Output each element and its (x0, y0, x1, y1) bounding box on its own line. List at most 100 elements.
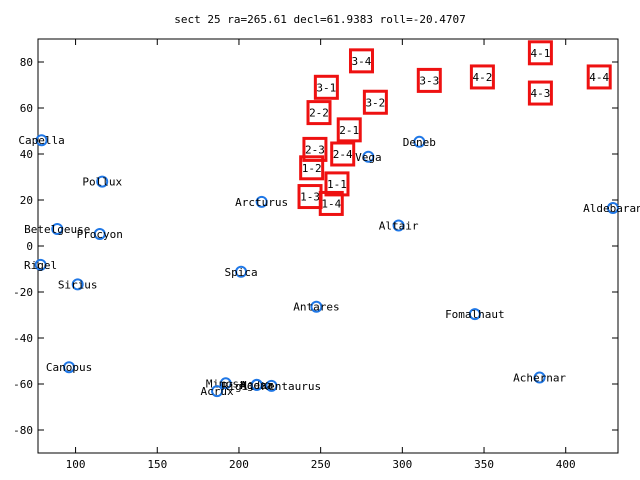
sector-box: 3-1 (313, 74, 339, 100)
x-tick-label: 250 (311, 458, 331, 471)
star-label: Altair (379, 220, 419, 233)
sector-box-frame (302, 136, 328, 162)
star-marker (606, 202, 619, 215)
chart-title: sect 25 ra=265.61 decl=61.9383 roll=-20.… (174, 13, 465, 26)
star-label: Hadar (240, 379, 273, 392)
star-point: Pollux (82, 175, 122, 189)
sector-box: 1-3 (297, 184, 323, 210)
sector-box-frame (527, 80, 553, 106)
sector-box-label: 3-1 (316, 81, 336, 94)
star-label: Rigel (24, 259, 57, 272)
sector-box-label: 4-3 (530, 87, 550, 100)
sector-box-label: 1-3 (300, 191, 320, 204)
star-marker (392, 219, 405, 232)
sector-box: 4-1 (527, 40, 553, 66)
sector-box-label: 2-1 (339, 124, 359, 137)
sector-box-frame (336, 117, 362, 143)
star-marker (211, 385, 224, 398)
sector-box-frame (299, 155, 325, 181)
star-label: Aldebaran (583, 202, 640, 215)
star-point: Achernar (513, 371, 566, 385)
star-marker (310, 300, 323, 313)
star-label: Capella (18, 134, 64, 147)
sector-box-label: 2-2 (309, 107, 329, 120)
y-axis: -80 -60 -40 -20 0 20 40 60 80 (13, 56, 618, 437)
sector-box-frame (306, 100, 332, 126)
sector-box: 3-2 (362, 89, 388, 115)
star-point: Deneb (403, 135, 436, 149)
sector-box-label: 2-3 (305, 143, 325, 156)
sector-box: 2-3 (302, 136, 328, 162)
star-marker (35, 134, 48, 147)
x-axis: 100 150 200 250 300 350 400 (66, 39, 576, 471)
star-marker (533, 371, 546, 384)
star-point: Fomalhaut (445, 308, 505, 321)
star-point: Agena (240, 378, 273, 392)
sector-box-label: 2-4 (333, 148, 353, 161)
star-point: Canopus (46, 361, 92, 374)
star-point: Rigil Kentaurus (222, 379, 321, 393)
sector-box-frame (469, 64, 495, 90)
y-tick-label: -60 (13, 378, 33, 391)
star-point: Altair (379, 219, 419, 233)
star-marker (51, 222, 64, 235)
star-marker (96, 175, 109, 188)
y-tick-label: 40 (20, 148, 33, 161)
x-tick-label: 350 (474, 458, 494, 471)
star-point: Antares (293, 300, 340, 314)
star-label: Spica (225, 266, 258, 279)
star-marker (235, 265, 248, 278)
sector-box: 2-1 (336, 117, 362, 143)
x-tick-label: 100 (66, 458, 86, 471)
sector-box: 1-1 (324, 171, 350, 197)
star-point: Rigel (24, 258, 57, 272)
x-tick-label: 200 (229, 458, 249, 471)
star-point: Aldebaran (583, 202, 640, 215)
star-label: Canopus (46, 361, 92, 374)
sector-box-label: 4-2 (472, 71, 492, 84)
sector-box-frame (318, 190, 344, 216)
sector-box-frame (330, 141, 356, 167)
y-tick-label: 60 (20, 102, 33, 115)
sector-box-label: 4-4 (589, 71, 609, 84)
y-tick-label: 0 (26, 240, 33, 253)
y-tick-label: 20 (20, 194, 33, 207)
star-marker (468, 308, 481, 321)
sector-box: 4-2 (469, 64, 495, 90)
star-label: Sirius (58, 278, 98, 291)
sector-box-frame (527, 40, 553, 66)
sector-box-label: 4-1 (530, 47, 550, 60)
star-label: Achernar (513, 372, 566, 385)
sector-boxes-layer: 1-1 1-2 1-31-4 2-1 2-2 2-3 2-4 3-1 3-2 3-3 3-4 4-1 4… (297, 40, 612, 216)
sector-box: 2-4 (330, 141, 356, 167)
y-tick-label: 80 (20, 56, 33, 69)
star-label: Deneb (403, 136, 436, 149)
star-marker (63, 361, 76, 374)
star-marker (265, 379, 278, 392)
star-marker (250, 378, 263, 391)
star-point: Acrux (201, 385, 234, 398)
star-marker (71, 278, 84, 291)
star-label: Agena (240, 379, 273, 392)
y-tick-label: -40 (13, 332, 33, 345)
star-label: Antares (293, 301, 339, 314)
star-point: Vega (355, 150, 382, 164)
x-tick-label: 400 (556, 458, 576, 471)
sector-box-frame (348, 48, 374, 74)
sector-box-frame (586, 64, 612, 90)
star-point: Betelgeuse (24, 222, 90, 236)
star-point: Procyon (77, 228, 123, 241)
sector-box: 3-4 (348, 48, 374, 74)
x-tick-label: 300 (392, 458, 412, 471)
y-tick-label: -20 (13, 286, 33, 299)
star-point: Capella (18, 134, 65, 147)
sector-box-frame (313, 74, 339, 100)
sector-box: 3-3 (416, 67, 442, 93)
star-label: Acrux (201, 385, 234, 398)
star-label: Rigil Kentaurus (222, 380, 321, 393)
star-label: Procyon (77, 228, 123, 241)
star-marker (219, 377, 232, 390)
sector-box: 4-4 (586, 64, 612, 90)
star-marker (255, 195, 268, 208)
